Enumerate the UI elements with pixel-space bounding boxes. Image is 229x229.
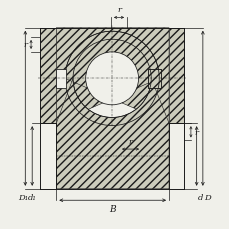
Polygon shape: [56, 79, 168, 189]
Text: r: r: [117, 6, 120, 14]
Text: d₁: d₁: [28, 194, 36, 202]
Text: r: r: [194, 128, 197, 136]
Circle shape: [85, 53, 138, 105]
Bar: [56, 69, 65, 89]
Text: D₁: D₁: [18, 194, 28, 202]
Polygon shape: [56, 29, 168, 124]
Polygon shape: [40, 29, 56, 124]
Text: r: r: [24, 41, 27, 49]
Text: d: d: [197, 194, 202, 202]
Text: D: D: [203, 194, 210, 202]
Polygon shape: [168, 29, 183, 124]
Polygon shape: [148, 69, 160, 89]
Text: B: B: [109, 204, 115, 213]
Text: r: r: [128, 137, 132, 145]
Bar: [148, 69, 160, 89]
